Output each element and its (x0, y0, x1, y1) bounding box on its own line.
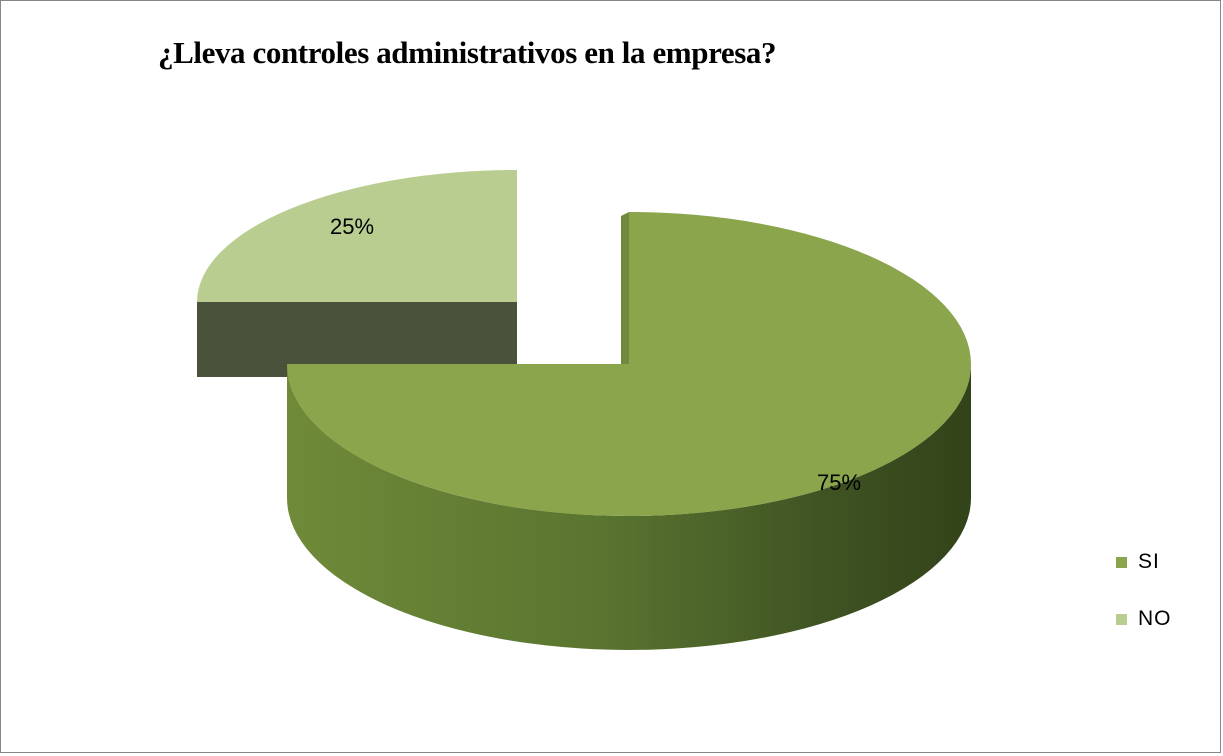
pie-slice-no-side (197, 302, 517, 377)
legend-label-si: SI (1138, 550, 1160, 573)
pie-slice-si-side (287, 364, 971, 650)
pie-slice-si-wall (621, 212, 629, 366)
legend-item-no: NO (1116, 604, 1216, 634)
legend-label-no: NO (1138, 607, 1172, 630)
legend-swatch-no (1116, 613, 1127, 625)
legend: SI NO (1116, 547, 1216, 661)
data-label-si: 75% (817, 470, 861, 495)
legend-swatch-si (1116, 556, 1127, 568)
data-label-no: 25% (330, 214, 374, 239)
chart-title: ¿Lleva controles administrativos en la e… (158, 35, 777, 70)
pie-slice-si (287, 212, 971, 516)
pie-slice-no (197, 170, 517, 302)
legend-item-si: SI (1116, 547, 1216, 577)
